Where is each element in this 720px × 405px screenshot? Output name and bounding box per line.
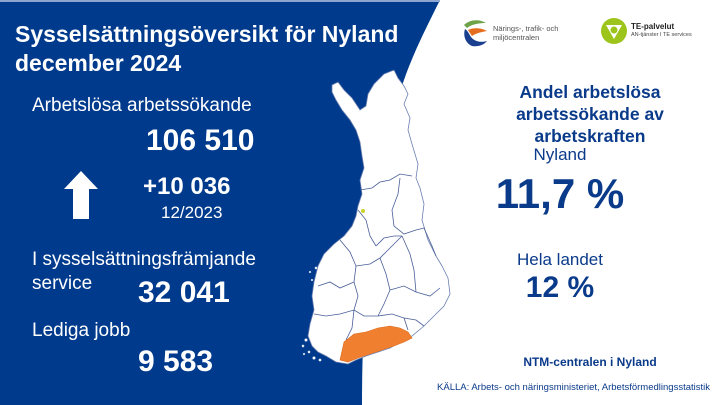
- unemployment-share-heading: Andel arbetslösa arbetssökande av arbets…: [460, 81, 720, 147]
- organization-name: NTM-centralen i Nyland: [523, 355, 657, 369]
- region-share-label: Nyland: [533, 145, 587, 164]
- ntm-logo-line2: miljöcentralen: [493, 33, 540, 42]
- unemployed-label: Arbetslösa arbetssökande: [32, 95, 252, 116]
- te-services-logo-icon: [601, 18, 627, 44]
- services-value: 32 041: [138, 276, 230, 309]
- vacancies-value: 9 583: [138, 345, 214, 378]
- page-title-line1: Sysselsättningsöversikt för Nyland: [15, 21, 399, 47]
- top-border-line: [0, 0, 440, 2]
- services-label-line2: service: [32, 273, 93, 294]
- ntm-centre-logo-icon: [464, 20, 487, 47]
- share-heading-line1: Andel arbetslösa: [519, 82, 661, 102]
- region-share-value: 11,7 %: [495, 170, 625, 217]
- country-share-value: 12 %: [525, 271, 595, 304]
- ntm-logo-line1: Närings-, trafik- och: [493, 24, 559, 33]
- page-title-line2: december 2024: [15, 50, 182, 76]
- unemployed-change-period: 12/2023: [161, 203, 223, 222]
- finland-map-icon: [301, 69, 451, 365]
- ntm-centre-logo: Närings-, trafik- och miljöcentralen: [462, 19, 573, 47]
- te-services-logo: TE-palvelut AN-tjänster I TE services: [600, 17, 692, 45]
- services-label-line1: I sysselsättningsfrämjande: [32, 249, 256, 270]
- te-logo-name: TE-palvelut: [631, 22, 675, 31]
- source-note: KÄLLA: Arbets- och näringsministeriet, A…: [437, 382, 710, 393]
- page-title: Sysselsättningsöversikt för Nyland decem…: [15, 20, 398, 78]
- unemployed-change-value: +10 036: [143, 173, 231, 200]
- te-logo-subtitle: AN-tjänster I TE services: [631, 32, 692, 38]
- arrow-up-icon: [64, 171, 98, 219]
- country-share-label: Hela landet: [516, 250, 603, 269]
- share-heading-line2: arbetssökande av arbetskraften: [516, 104, 664, 146]
- vacancies-label: Lediga jobb: [32, 320, 131, 341]
- unemployed-value: 106 510: [146, 124, 255, 157]
